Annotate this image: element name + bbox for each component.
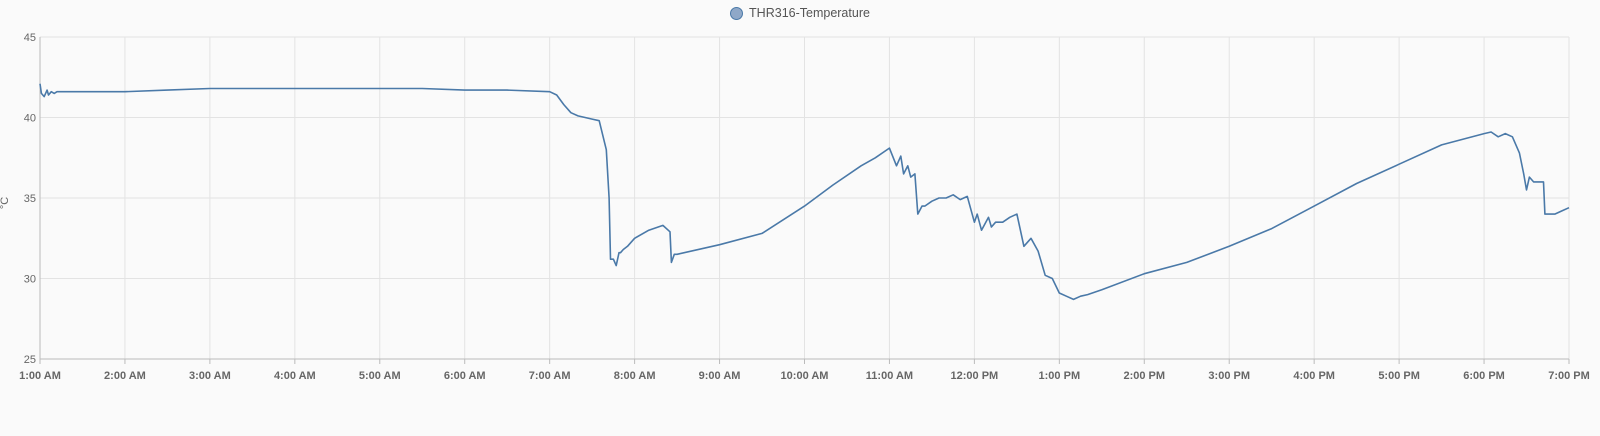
x-tick-label: 1:00 AM bbox=[19, 370, 61, 382]
x-tick-label: 4:00 AM bbox=[274, 370, 316, 382]
legend-swatch-icon[interactable] bbox=[730, 6, 744, 20]
x-tick-label: 10:00 AM bbox=[781, 370, 829, 382]
y-tick-label: 35 bbox=[24, 193, 36, 205]
y-tick-label: 45 bbox=[24, 32, 36, 44]
x-tick-label: 12:00 PM bbox=[951, 370, 999, 382]
x-tick-label: 7:00 AM bbox=[529, 370, 571, 382]
x-tick-label: 5:00 AM bbox=[359, 370, 401, 382]
series-line-thr316-temperature[interactable] bbox=[39, 83, 1570, 301]
x-tick-label: 4:00 PM bbox=[1293, 370, 1335, 382]
x-tick-label: 11:00 AM bbox=[866, 370, 913, 382]
legend-label[interactable]: THR316-Temperature bbox=[749, 6, 870, 20]
y-axis-label: °C bbox=[0, 197, 11, 209]
x-tick-label: 6:00 PM bbox=[1463, 370, 1505, 382]
x-tick-label: 6:00 AM bbox=[444, 370, 486, 382]
x-tick-label: 1:00 PM bbox=[1039, 370, 1081, 382]
legend: THR316-Temperature bbox=[0, 6, 1600, 20]
x-tick-label: 5:00 PM bbox=[1378, 370, 1420, 382]
y-tick-label: 40 bbox=[24, 113, 36, 125]
x-tick-label: 2:00 PM bbox=[1123, 370, 1165, 382]
x-tick-label: 8:00 AM bbox=[614, 370, 656, 382]
x-tick-label: 9:00 AM bbox=[699, 370, 741, 382]
y-tick-label: 30 bbox=[24, 274, 36, 286]
x-tick-label: 3:00 PM bbox=[1208, 370, 1250, 382]
x-tick-label: 2:00 AM bbox=[104, 370, 146, 382]
y-tick-label: 25 bbox=[24, 354, 36, 366]
x-tick-label: 3:00 AM bbox=[189, 370, 231, 382]
x-tick-label: 7:00 PM bbox=[1548, 370, 1590, 382]
